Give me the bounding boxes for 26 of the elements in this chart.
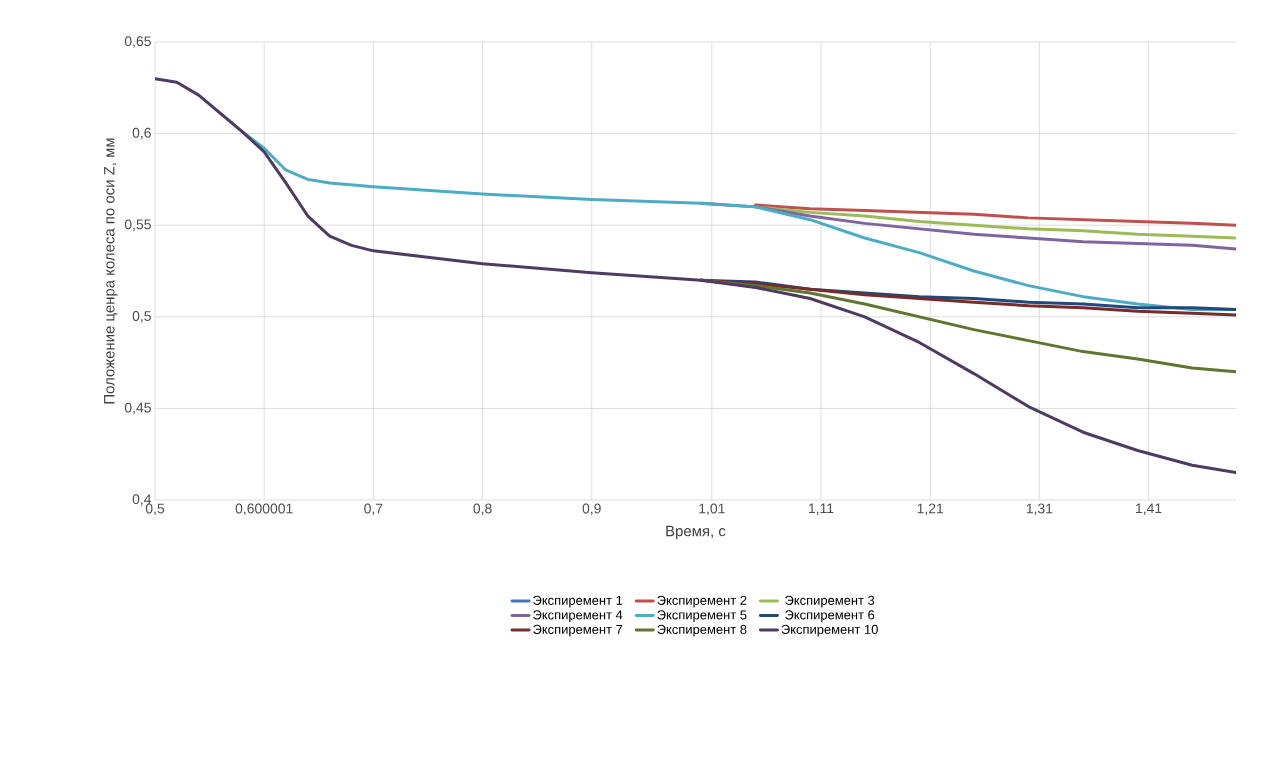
y-tick-label: 0,5 [132,311,151,323]
y-tick-label: 0,55 [124,219,151,231]
x-tick-label: 1,21 [917,503,944,516]
x-tick-label: 1,11 [809,503,834,515]
y-tick-label: 0,65 [124,36,151,48]
x-tick-label: 1,01 [699,503,725,516]
legend-label: Экспиремент 3 [785,595,875,608]
x-tick-label: 0,9 [582,503,601,516]
x-tick-label: 1,41 [1136,503,1162,515]
legend-label: Экспиремент 5 [657,610,747,623]
x-tick-label: 0,600001 [235,503,293,516]
x-tick-label: 0,8 [473,503,492,516]
legend-label: Экспиремент 6 [785,610,875,623]
legend-label: Экспиремент 8 [657,624,747,637]
x-tick-label: 1,31 [1026,503,1053,516]
x-axis-title: Время, с [666,525,726,540]
y-tick-label: 0,45 [124,402,151,415]
y-tick-label: 0,6 [132,127,151,140]
y-axis-title: Положение ценра колеса по оси Z, мм [104,138,118,404]
legend-label: Экспиремент 10 [781,624,878,637]
line-series [754,205,1236,240]
legend-label: Экспиремент 7 [533,624,623,637]
legend-label: Экспиремент 2 [657,595,747,608]
legend-label: Экспиремент 4 [533,610,623,623]
x-tick-label: 0,7 [364,503,383,516]
legend-label: Экспиремент 1 [533,595,623,608]
